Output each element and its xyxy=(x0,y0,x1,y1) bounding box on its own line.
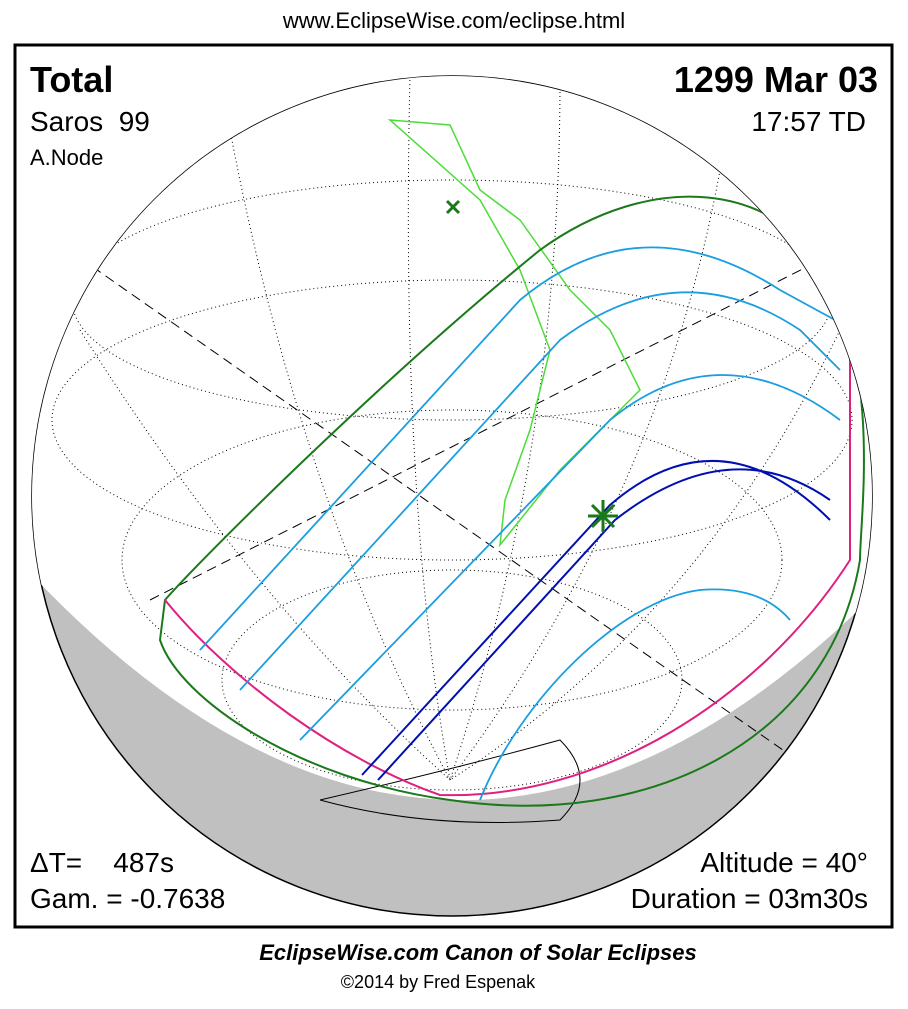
globe-day xyxy=(0,0,908,800)
altitude: Altitude = 40° xyxy=(700,847,868,878)
node: A.Node xyxy=(30,145,103,170)
subsolar-point xyxy=(445,199,461,215)
antarctica xyxy=(319,739,581,823)
duration: Duration = 03m30s xyxy=(631,883,868,914)
land-outline xyxy=(387,119,641,548)
delta-t: ΔT= 487s xyxy=(30,847,174,878)
footer-copyright: ©2014 by Fred Espenak xyxy=(341,972,536,992)
penumbra-lines xyxy=(199,246,841,801)
saros: Saros 99 xyxy=(30,106,150,137)
axes xyxy=(39,229,841,791)
header-url: www.EclipseWise.com/eclipse.html xyxy=(282,8,625,33)
umbra-path xyxy=(361,459,831,781)
footer-title: EclipseWise.com Canon of Solar Eclipses xyxy=(259,940,697,965)
greatest-eclipse xyxy=(588,500,618,532)
eclipse-type: Total xyxy=(30,59,113,100)
gamma: Gam. = -0.7638 xyxy=(30,883,225,914)
eclipse-time: 17:57 TD xyxy=(751,106,866,137)
eclipse-date: 1299 Mar 03 xyxy=(674,59,878,100)
globe-group xyxy=(0,0,908,917)
penumbra-limit xyxy=(158,195,865,807)
